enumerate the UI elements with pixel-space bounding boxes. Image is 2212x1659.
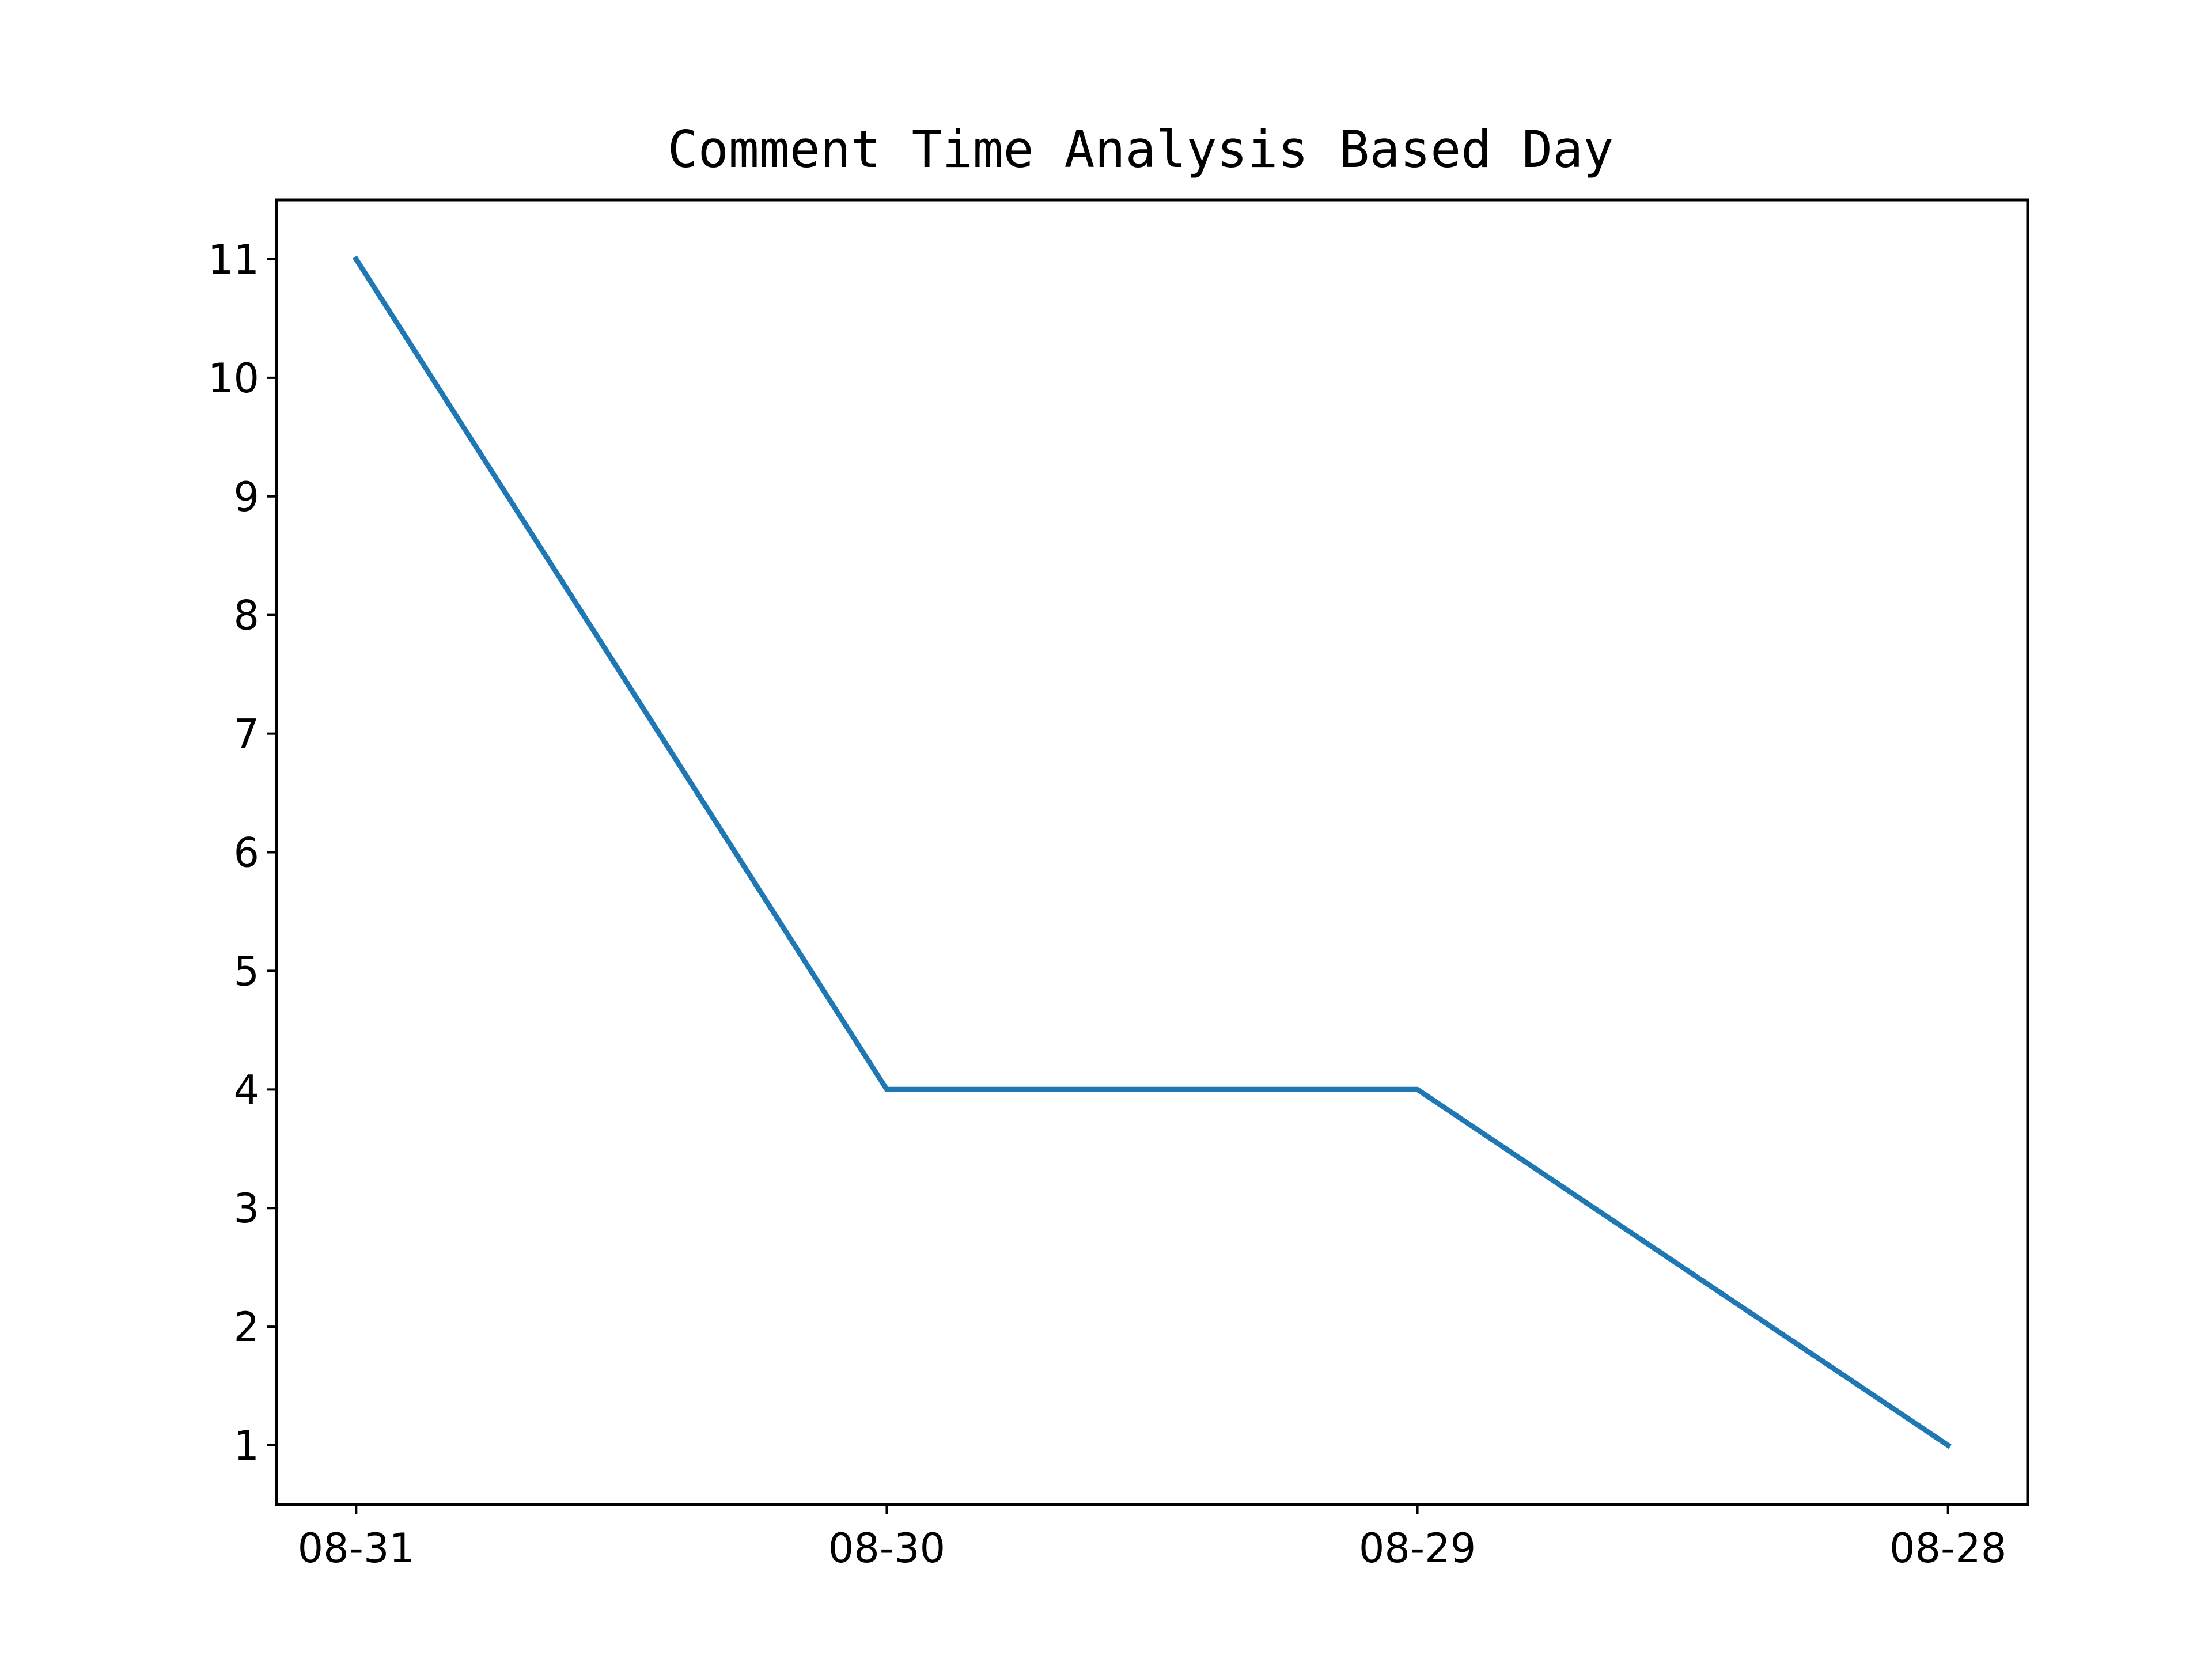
x-axis: 08-31 08-30 08-29 08-28 <box>298 1505 2006 1572</box>
y-tick-label: 5 <box>233 948 259 995</box>
x-tick-label: 08-29 <box>1359 1525 1476 1572</box>
x-tick-label: 08-31 <box>298 1525 415 1572</box>
y-tick-label: 10 <box>208 355 259 402</box>
y-tick-label: 11 <box>208 236 259 283</box>
y-tick-label: 4 <box>233 1066 259 1113</box>
y-tick-label: 8 <box>233 592 259 639</box>
y-tick-label: 3 <box>233 1185 259 1232</box>
x-tick-label: 08-30 <box>828 1525 945 1572</box>
plot-frame <box>275 198 2029 1506</box>
x-tick-label: 08-28 <box>1889 1525 2006 1572</box>
y-axis: 1 2 3 4 5 6 7 8 9 10 11 <box>208 236 276 1469</box>
series-line <box>353 255 1952 1449</box>
y-tick-label: 1 <box>233 1422 259 1469</box>
y-tick-label: 7 <box>233 711 259 758</box>
chart-title: Comment Time Analysis Based Day <box>668 120 1613 179</box>
y-tick-label: 2 <box>233 1304 259 1351</box>
y-tick-label: 9 <box>233 474 259 521</box>
y-tick-label: 6 <box>233 830 259 877</box>
plot-series <box>353 255 1952 1449</box>
